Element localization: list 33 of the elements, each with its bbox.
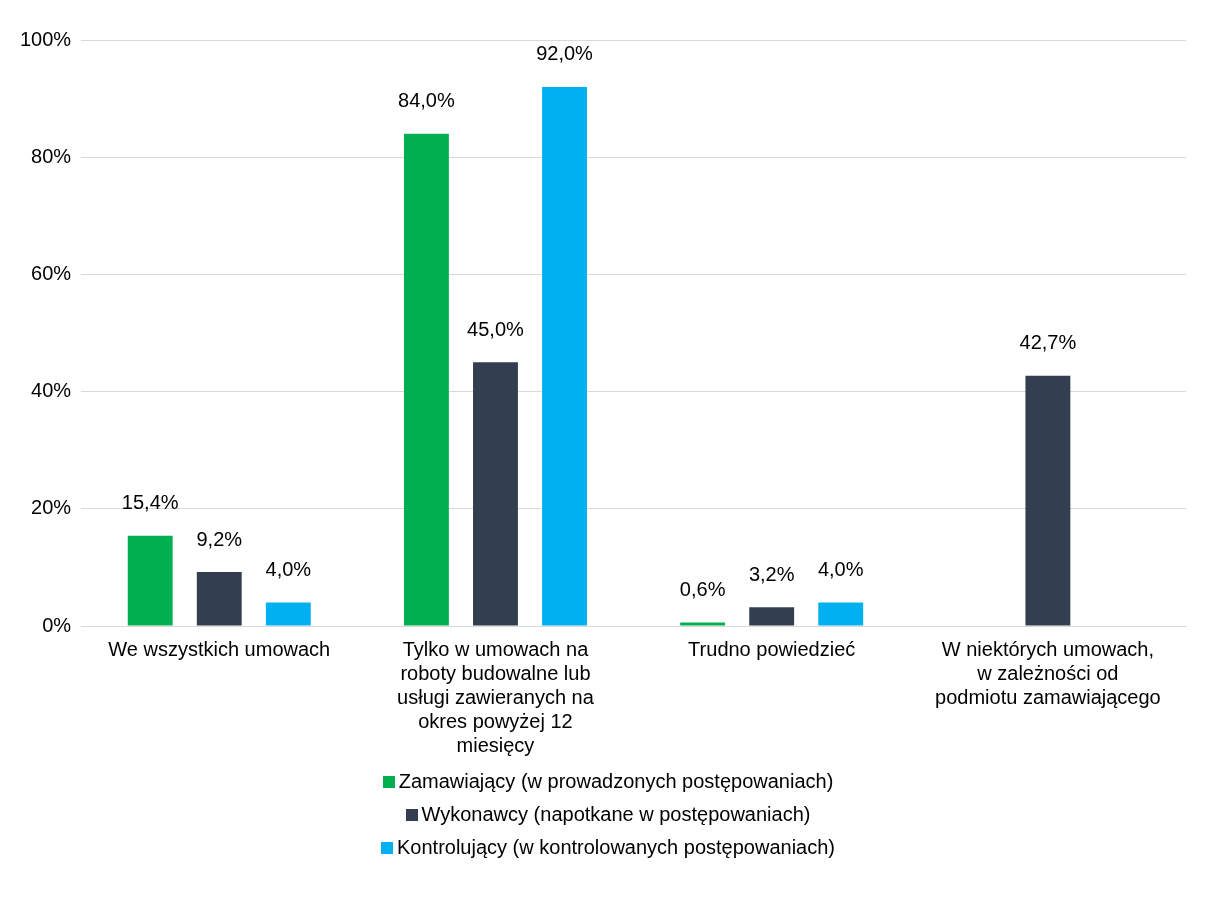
x-tick-label: Tylko w umowach na roboty budowalne lub usługi zawieranych na okres powyżej 12 miesięcy [397, 637, 595, 756]
y-tick-label: 0% [42, 613, 72, 636]
bar [680, 622, 726, 626]
bar [196, 572, 242, 626]
y-tick-label: 60% [31, 261, 72, 284]
legend-label: Wykonawcy (napotkane w postępowaniach) [421, 803, 811, 826]
y-tick-label: 80% [31, 144, 72, 167]
bar [403, 133, 449, 626]
y-tick-label: 40% [31, 379, 72, 402]
data-label: 4,0% [265, 558, 312, 581]
legend-label: Zamawiający (w prowadzonych postępowaniach) [398, 770, 834, 793]
bar [818, 602, 864, 626]
data-label: 3,2% [748, 562, 795, 585]
data-label: 42,7% [1019, 331, 1077, 354]
bar [1025, 375, 1071, 626]
data-label: 4,0% [817, 558, 864, 581]
data-label: 92,0% [536, 42, 594, 65]
y-tick-label: 100% [20, 27, 72, 50]
bar [749, 607, 795, 626]
y-tick-label: 20% [31, 496, 72, 519]
bar [542, 86, 587, 626]
bar [473, 362, 518, 626]
x-tick-label: We wszystkich umowach [108, 637, 331, 660]
x-tick-label: W niektórych umowach, w zależności od podmiotu zamawiającego [935, 637, 1161, 708]
data-label: 0,6% [679, 578, 726, 600]
data-label: 15,4% [121, 491, 179, 514]
data-label: 45,0% [467, 317, 525, 340]
bar [265, 602, 311, 626]
data-label: 84,0% [398, 89, 455, 112]
legend-label: Kontrolujący (w kontrolowanych postępowaniach) [396, 836, 835, 859]
x-tick-label: Trudno powiedzieć [688, 637, 856, 660]
bar [127, 535, 173, 626]
data-label: 9,2% [196, 527, 243, 550]
